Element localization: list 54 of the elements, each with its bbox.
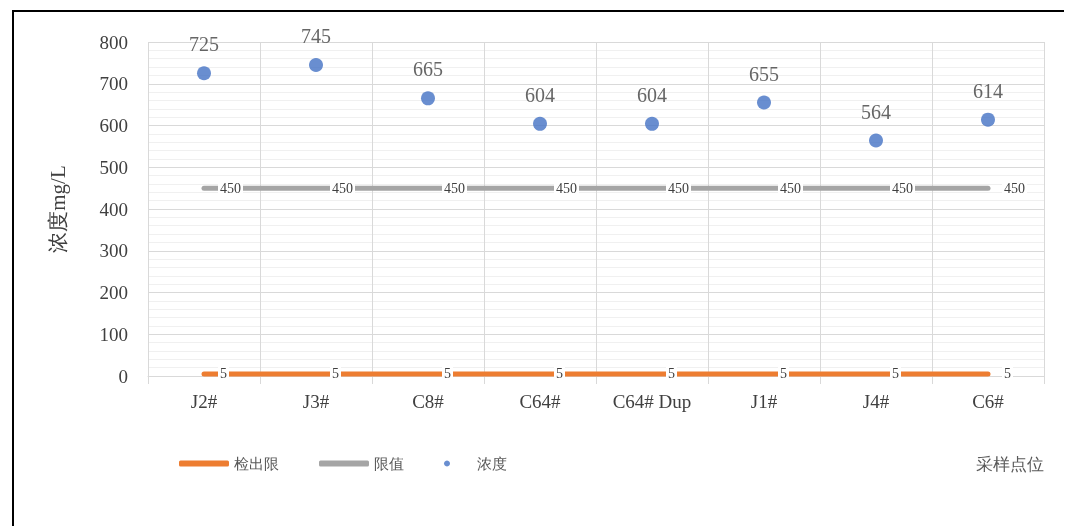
- x-tick-label: J1#: [750, 391, 778, 412]
- data-label: 5: [332, 366, 339, 382]
- x-tick-label: C64#: [519, 391, 562, 412]
- point: [757, 95, 771, 110]
- point: [869, 133, 883, 148]
- data-label: 450: [1004, 180, 1025, 196]
- point: [533, 116, 547, 131]
- data-label: 450: [892, 180, 913, 196]
- legend-label: 浓度: [477, 455, 507, 472]
- data-label: 450: [668, 180, 689, 196]
- y-tick-label: 600: [99, 115, 128, 136]
- data-label: 450: [556, 180, 577, 196]
- data-label: 450: [220, 180, 241, 196]
- legend-label: 限值: [374, 455, 404, 472]
- point: [309, 57, 323, 72]
- y-axis-title: 浓度mg/L: [45, 165, 70, 253]
- x-tick-label: C64# Dup: [612, 391, 692, 412]
- data-label: 725: [189, 33, 219, 56]
- y-tick-label: 400: [99, 198, 128, 220]
- data-label: 564: [861, 100, 891, 123]
- y-tick-label: 700: [99, 73, 128, 95]
- point: [981, 112, 995, 127]
- x-tick-label: J4#: [862, 391, 890, 412]
- x-tick-label: J3#: [302, 391, 330, 412]
- data-label: 655: [749, 62, 779, 85]
- x-axis-title: 采样点位: [976, 455, 1044, 474]
- data-label: 5: [444, 366, 451, 382]
- y-tick-label: 500: [99, 156, 128, 178]
- data-label: 450: [332, 180, 353, 196]
- legend-label: 检出限: [234, 455, 279, 472]
- y-tick-label: 300: [99, 240, 128, 262]
- data-label: 614: [973, 79, 1003, 102]
- data-label: 5: [892, 366, 899, 382]
- y-tick-label: 200: [99, 282, 128, 303]
- point: [421, 91, 435, 106]
- x-tick-label: C6#: [972, 391, 1005, 412]
- data-label: 5: [1004, 366, 1011, 382]
- data-label: 604: [637, 83, 667, 106]
- x-tick-label: C8#: [412, 391, 445, 412]
- data-label: 604: [525, 83, 555, 106]
- data-label: 5: [556, 366, 563, 382]
- data-label: 5: [668, 366, 675, 382]
- point: [197, 66, 211, 81]
- data-label: 5: [220, 366, 227, 382]
- data-label: 5: [780, 366, 787, 382]
- x-tick-label: J2#: [190, 391, 218, 412]
- y-tick-label: 800: [99, 31, 128, 53]
- data-label: 450: [444, 180, 465, 196]
- data-label: 745: [301, 24, 331, 47]
- y-tick-label: 0: [118, 365, 128, 387]
- data-label: 450: [780, 180, 801, 196]
- y-tick-label: 100: [99, 323, 128, 345]
- point: [645, 116, 659, 131]
- data-label: 665: [413, 58, 443, 81]
